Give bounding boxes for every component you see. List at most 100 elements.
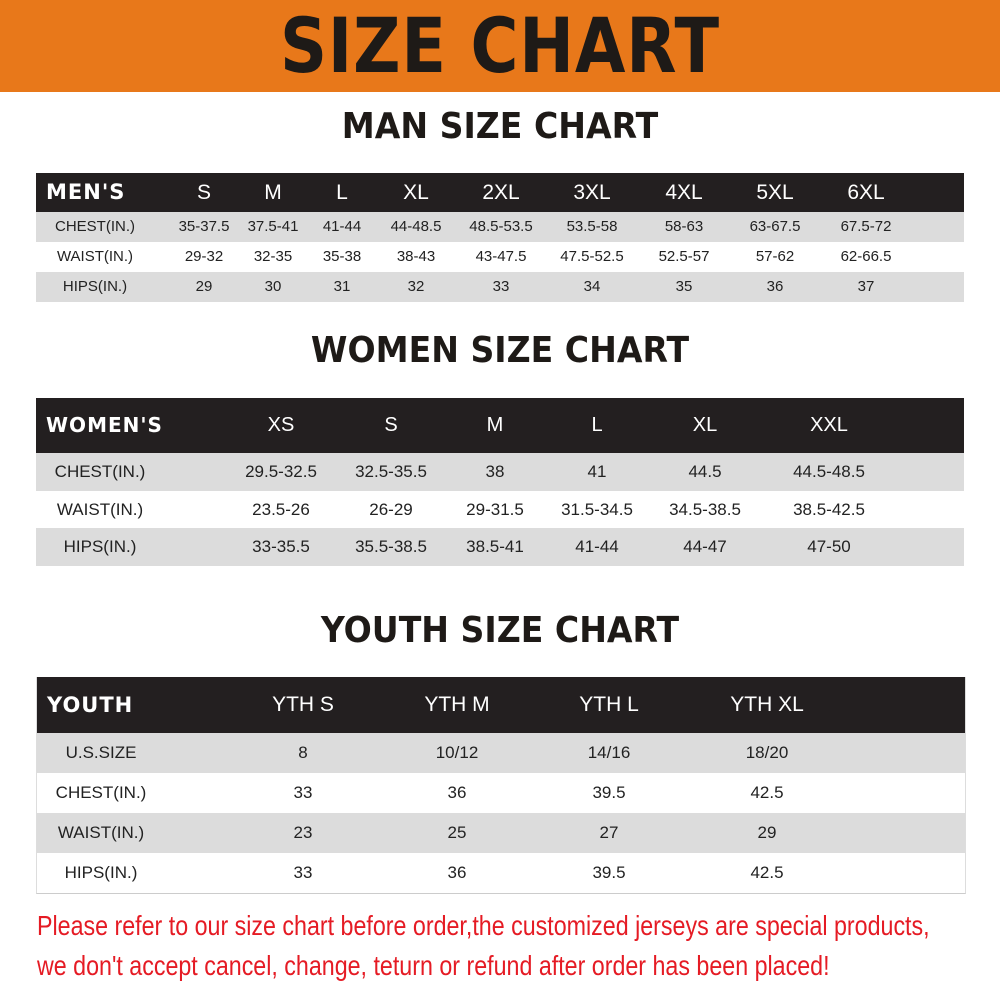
measurement-value: 34 xyxy=(583,278,601,295)
measurement-value: 63-67.5 xyxy=(749,218,801,235)
measurement-label: WAIST(IN.) xyxy=(57,823,145,842)
size-header-cell: L xyxy=(336,181,348,204)
table-row: U.S.SIZE 8 10/12 14/16 18/20 xyxy=(37,733,965,773)
measurement-label: HIPS(IN.) xyxy=(62,278,128,295)
table-row: WAIST(IN.) 23.5-26 26-29 29-31.5 31.5-34.5 34… xyxy=(36,490,964,529)
measurement-value: 53.5-58 xyxy=(566,218,618,235)
measurement-label: CHEST(IN.) xyxy=(55,218,135,235)
measurement-label: HIPS(IN.) xyxy=(63,537,137,557)
measurement-label: U.S.SIZE xyxy=(65,743,137,762)
measurement-value: 18/20 xyxy=(745,743,789,762)
measurement-value: 42.5 xyxy=(750,863,784,882)
measurement-value: 58-63 xyxy=(664,218,704,235)
measurement-value: 23.5-26 xyxy=(252,499,310,519)
measurement-value: 33 xyxy=(293,783,313,802)
measurement-value: 44.5 xyxy=(688,462,722,481)
measurement-value: 32-35 xyxy=(253,248,293,265)
table-row: WAIST(IN.) 23 25 27 29 xyxy=(37,813,965,853)
table-row: WAIST(IN.) 29-32 32-35 35-38 38-43 43-47.5 47.… xyxy=(36,242,964,272)
table-row: CHEST(IN.) 33 36 39.5 42.5 xyxy=(37,773,965,813)
measurement-value: 48.5-53.5 xyxy=(469,218,533,235)
measurement-value: 36 xyxy=(766,278,784,295)
size-header-cell: S xyxy=(384,414,398,436)
table-row: HIPS(IN.) 33-35.5 35.5-38.5 38.5-41 41-44 44-… xyxy=(36,528,964,567)
measurement-value: 32 xyxy=(407,278,425,295)
policy-note-line-1: Please refer to our size chart before or… xyxy=(37,910,930,941)
policy-note-line-2: we don't accept cancel, change, teturn o… xyxy=(37,950,830,981)
measurement-value: 8 xyxy=(298,743,308,762)
women-size-table: WOMEN'S XS S M L XL XXL CHEST(IN.) 29.5-32.5 32.5… xyxy=(36,398,964,567)
measurement-value: 31 xyxy=(333,278,351,295)
measurement-value: 36 xyxy=(447,783,467,802)
size-header-cell: YTH S xyxy=(272,693,334,716)
men-header-row: MEN'S S M L XL 2XL 3XL 4XL 5XL 6XL xyxy=(36,173,964,212)
measurement-value: 37 xyxy=(857,278,875,295)
banner: SIZE CHART xyxy=(0,0,1000,92)
measurement-value: 27 xyxy=(599,823,619,842)
size-header-cell: XL xyxy=(403,181,429,204)
size-header-cell: XL xyxy=(692,414,718,436)
measurement-value: 31.5-34.5 xyxy=(561,499,633,519)
table-row: CHEST(IN.) 29.5-32.5 32.5-35.5 38 41 44.5 44.5… xyxy=(36,453,964,491)
measurement-value: 26-29 xyxy=(369,499,413,519)
measurement-value: 38.5-42.5 xyxy=(793,499,865,519)
measurement-label: WAIST(IN.) xyxy=(56,248,134,265)
measurement-value: 38 xyxy=(485,462,505,481)
women-header-row: WOMEN'S XS S M L XL XXL xyxy=(36,398,964,453)
men-section-title: MAN SIZE CHART xyxy=(341,106,659,147)
measurement-value: 14/16 xyxy=(587,743,631,762)
youth-size-table: YOUTH YTH S YTH M YTH L YTH XL U.S.SIZE 8 10/12… xyxy=(36,677,966,894)
size-header-cell: 3XL xyxy=(573,181,611,204)
measurement-label: CHEST(IN.) xyxy=(55,783,147,802)
youth-section-title: YOUTH SIZE CHART xyxy=(320,610,680,651)
measurement-value: 44-48.5 xyxy=(390,218,442,235)
size-header-cell: M xyxy=(486,414,504,436)
measurement-value: 32.5-35.5 xyxy=(355,462,427,481)
measurement-value: 25 xyxy=(447,823,467,842)
measurement-label: CHEST(IN.) xyxy=(54,462,146,481)
measurement-value: 57-62 xyxy=(755,248,795,265)
measurement-value: 29-32 xyxy=(184,248,224,265)
measurement-value: 62-66.5 xyxy=(840,248,892,265)
measurement-value: 42.5 xyxy=(750,783,784,802)
measurement-value: 52.5-57 xyxy=(658,248,710,265)
measurement-value: 47.5-52.5 xyxy=(560,248,624,265)
size-header-cell: L xyxy=(591,414,603,436)
measurement-label: WAIST(IN.) xyxy=(56,499,144,519)
measurement-value: 39.5 xyxy=(592,863,626,882)
measurement-value: 30 xyxy=(264,278,282,295)
measurement-value: 44.5-48.5 xyxy=(793,462,865,481)
size-header-cell: YTH XL xyxy=(730,693,804,716)
measurement-value: 23 xyxy=(293,823,313,842)
measurement-value: 29-31.5 xyxy=(466,499,524,519)
measurement-value: 41-44 xyxy=(322,218,362,235)
measurement-value: 39.5 xyxy=(592,783,626,802)
banner-title: SIZE CHART xyxy=(279,1,721,90)
size-header-cell: 4XL xyxy=(665,181,703,204)
table-row: HIPS(IN.) 33 36 39.5 42.5 xyxy=(37,853,965,893)
measurement-value: 10/12 xyxy=(435,743,479,762)
size-header-cell: S xyxy=(196,181,212,204)
measurement-value: 47-50 xyxy=(807,537,851,557)
table-title-cell: YOUTH xyxy=(47,693,134,717)
table-row: CHEST(IN.) 35-37.5 37.5-41 41-44 44-48.5 48.5… xyxy=(36,212,964,242)
measurement-value: 33 xyxy=(492,278,510,295)
table-row: HIPS(IN.) 29 30 31 32 33 34 35 36 37 xyxy=(36,272,964,302)
measurement-value: 35-38 xyxy=(322,248,362,265)
youth-header-row: YOUTH YTH S YTH M YTH L YTH XL xyxy=(37,677,965,733)
size-header-cell: 6XL xyxy=(847,181,885,204)
measurement-value: 44-47 xyxy=(683,537,727,557)
size-header-cell: M xyxy=(264,181,282,204)
table-title-cell: MEN'S xyxy=(46,180,126,204)
measurement-value: 37.5-41 xyxy=(247,218,299,235)
measurement-value: 35-37.5 xyxy=(178,218,230,235)
men-size-table: MEN'S S M L XL 2XL 3XL 4XL 5XL 6XL CHEST(IN.) 35-37… xyxy=(36,173,964,302)
measurement-value: 33 xyxy=(293,863,313,882)
size-header-cell: XXL xyxy=(810,414,848,436)
measurement-value: 38-43 xyxy=(396,248,436,265)
measurement-value: 29 xyxy=(757,823,777,842)
measurement-value: 41 xyxy=(587,462,607,481)
size-header-cell: YTH L xyxy=(579,693,639,716)
size-header-cell: YTH M xyxy=(424,693,490,716)
table-title-cell: WOMEN'S xyxy=(46,413,163,437)
